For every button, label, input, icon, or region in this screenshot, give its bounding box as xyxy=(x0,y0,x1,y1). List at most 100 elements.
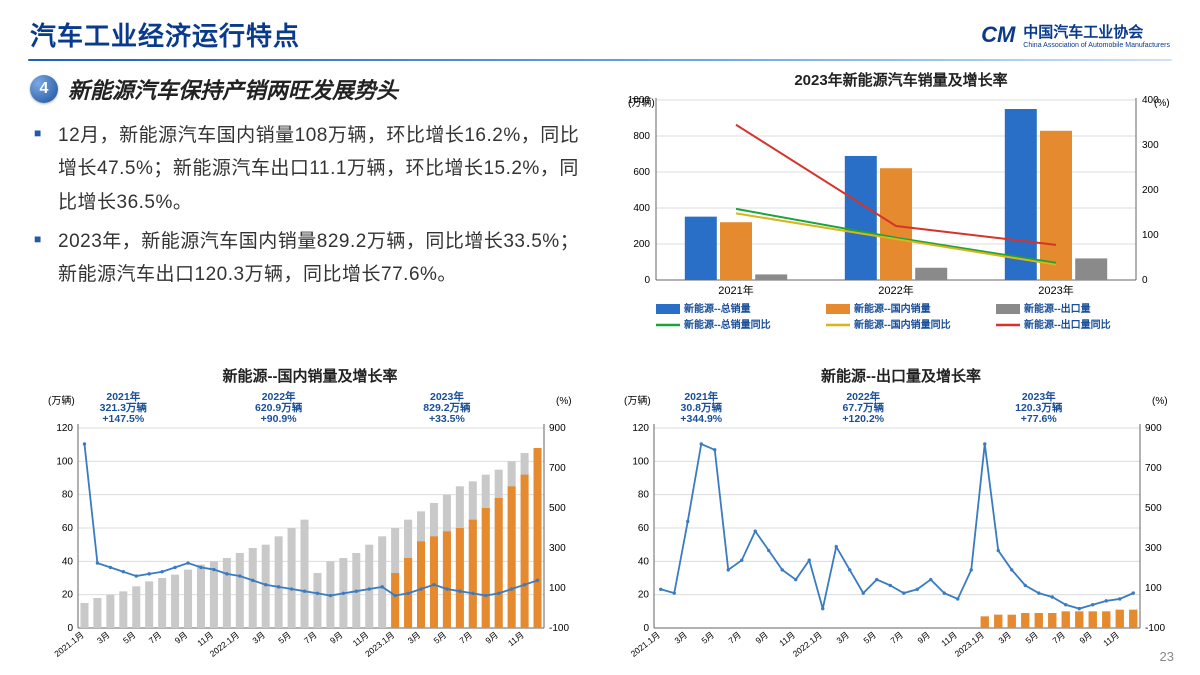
chart-export-monthly: 新能源--出口量及增长率 020406080100120-10010030050… xyxy=(606,365,1196,675)
svg-text:新能源--总销量同比: 新能源--总销量同比 xyxy=(684,318,771,331)
svg-text:500: 500 xyxy=(549,503,566,514)
svg-text:(%): (%) xyxy=(1152,396,1168,407)
logo-cn: 中国汽车工业协会 xyxy=(1023,24,1143,41)
svg-text:120: 120 xyxy=(56,423,73,434)
svg-text:-100: -100 xyxy=(549,623,569,634)
svg-text:0: 0 xyxy=(67,623,73,634)
svg-text:5月: 5月 xyxy=(861,630,878,646)
svg-text:900: 900 xyxy=(549,423,566,434)
svg-text:60: 60 xyxy=(62,523,74,534)
svg-text:5月: 5月 xyxy=(121,630,138,646)
svg-text:20: 20 xyxy=(62,590,74,601)
logo-en: China Association of Automobile Manufact… xyxy=(1023,42,1170,49)
section-heading: 新能源汽车保持产销两旺发展势头 xyxy=(68,73,398,105)
svg-text:2022.1月: 2022.1月 xyxy=(791,630,824,659)
svg-text:2021.1月: 2021.1月 xyxy=(52,630,85,659)
svg-text:9月: 9月 xyxy=(1077,630,1094,646)
svg-text:5月: 5月 xyxy=(699,630,716,646)
svg-text:9月: 9月 xyxy=(753,630,770,646)
svg-text:700: 700 xyxy=(1145,463,1162,474)
chart-domestic-monthly: 新能源--国内销量及增长率 020406080100120-1001003005… xyxy=(30,365,590,675)
svg-text:9月: 9月 xyxy=(173,630,190,646)
header-divider xyxy=(28,59,1172,61)
svg-text:(%): (%) xyxy=(1154,98,1170,109)
svg-text:11月: 11月 xyxy=(351,630,371,649)
logo: CM 中国汽车工业协会 China Association of Automob… xyxy=(981,21,1170,49)
svg-text:+33.5%: +33.5% xyxy=(429,413,466,425)
svg-text:新能源--国内销量同比: 新能源--国内销量同比 xyxy=(854,318,951,331)
svg-text:9月: 9月 xyxy=(328,630,345,646)
svg-text:5月: 5月 xyxy=(432,630,449,646)
svg-text:100: 100 xyxy=(549,583,566,594)
svg-text:7月: 7月 xyxy=(1050,630,1067,646)
slide-header: 汽车工业经济运行特点 CM 中国汽车工业协会 China Association… xyxy=(0,0,1200,59)
chart-annual-sales: 2023年新能源汽车销量及增长率 02004006008001000010020… xyxy=(606,69,1196,359)
svg-text:60: 60 xyxy=(638,523,650,534)
svg-text:40: 40 xyxy=(62,556,74,567)
svg-text:3月: 3月 xyxy=(672,630,689,646)
svg-text:2021年: 2021年 xyxy=(718,283,753,297)
bullet-item: 12月，新能源汽车国内销量108万辆，环比增长16.2%，同比增长47.5%；新… xyxy=(34,119,590,219)
svg-text:+344.9%: +344.9% xyxy=(680,413,722,425)
svg-text:(万辆): (万辆) xyxy=(624,394,651,407)
svg-text:-100: -100 xyxy=(1145,623,1165,634)
svg-text:700: 700 xyxy=(549,463,566,474)
chart-title: 新能源--国内销量及增长率 xyxy=(30,365,590,386)
svg-text:7月: 7月 xyxy=(457,630,474,646)
svg-text:900: 900 xyxy=(1145,423,1162,434)
svg-text:100: 100 xyxy=(56,456,73,467)
svg-text:+147.5%: +147.5% xyxy=(102,413,144,425)
svg-text:3月: 3月 xyxy=(834,630,851,646)
svg-text:300: 300 xyxy=(549,543,566,554)
svg-text:2023年: 2023年 xyxy=(1038,283,1073,297)
svg-text:新能源--国内销量: 新能源--国内销量 xyxy=(854,302,931,315)
svg-text:7月: 7月 xyxy=(147,630,164,646)
svg-text:100: 100 xyxy=(1145,583,1162,594)
logo-mark: CM xyxy=(981,22,1015,48)
svg-text:2023.1月: 2023.1月 xyxy=(363,630,396,659)
svg-text:3月: 3月 xyxy=(996,630,1013,646)
svg-text:300: 300 xyxy=(1145,543,1162,554)
svg-text:新能源--出口量: 新能源--出口量 xyxy=(1024,302,1091,315)
svg-text:80: 80 xyxy=(638,490,650,501)
slide-title: 汽车工业经济运行特点 xyxy=(30,16,300,53)
svg-text:300: 300 xyxy=(1142,140,1159,151)
svg-text:0: 0 xyxy=(643,623,649,634)
svg-text:20: 20 xyxy=(638,590,650,601)
svg-text:11月: 11月 xyxy=(939,630,959,649)
svg-text:+120.2%: +120.2% xyxy=(842,413,884,425)
svg-text:2022年: 2022年 xyxy=(878,283,913,297)
svg-text:2021.1月: 2021.1月 xyxy=(629,630,662,659)
svg-text:2022.1月: 2022.1月 xyxy=(208,630,241,659)
svg-text:11月: 11月 xyxy=(777,630,797,649)
svg-text:800: 800 xyxy=(633,131,650,142)
svg-text:11月: 11月 xyxy=(195,630,215,649)
bullet-list: 12月，新能源汽车国内销量108万辆，环比增长16.2%，同比增长47.5%；新… xyxy=(34,119,590,291)
svg-text:0: 0 xyxy=(1142,275,1148,286)
svg-text:7月: 7月 xyxy=(302,630,319,646)
svg-text:0: 0 xyxy=(644,275,650,286)
svg-text:+90.9%: +90.9% xyxy=(261,413,298,425)
page-number: 23 xyxy=(1160,649,1174,664)
svg-text:7月: 7月 xyxy=(888,630,905,646)
svg-text:+77.6%: +77.6% xyxy=(1021,413,1058,425)
svg-text:5月: 5月 xyxy=(1023,630,1040,646)
svg-text:2023.1月: 2023.1月 xyxy=(953,630,986,659)
svg-text:5月: 5月 xyxy=(276,630,293,646)
section-text: 4 新能源汽车保持产销两旺发展势头 12月，新能源汽车国内销量108万辆，环比增… xyxy=(30,69,590,359)
svg-text:(万辆): (万辆) xyxy=(48,394,75,407)
svg-text:400: 400 xyxy=(633,203,650,214)
svg-text:3月: 3月 xyxy=(406,630,423,646)
svg-text:(%): (%) xyxy=(556,396,572,407)
svg-text:(万辆): (万辆) xyxy=(628,96,655,109)
svg-text:100: 100 xyxy=(1142,230,1159,241)
svg-text:200: 200 xyxy=(633,239,650,250)
svg-text:3月: 3月 xyxy=(95,630,112,646)
svg-text:200: 200 xyxy=(1142,185,1159,196)
chart-title: 新能源--出口量及增长率 xyxy=(606,365,1196,386)
svg-text:7月: 7月 xyxy=(726,630,743,646)
section-number-badge: 4 xyxy=(30,75,58,103)
svg-text:9月: 9月 xyxy=(483,630,500,646)
chart-title: 2023年新能源汽车销量及增长率 xyxy=(606,69,1196,90)
svg-text:40: 40 xyxy=(638,556,650,567)
